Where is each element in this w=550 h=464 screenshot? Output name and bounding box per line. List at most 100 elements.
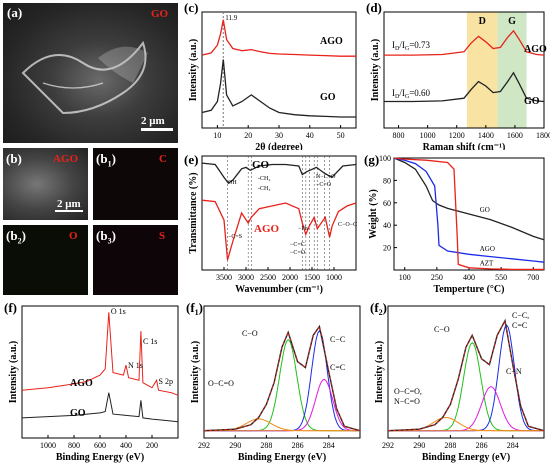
sem-tag-go: GO (151, 8, 169, 20)
eds-map-s: (b3) S (93, 225, 178, 295)
x-tick-label: 292 (198, 441, 210, 450)
eds-tag-o: O (69, 230, 78, 242)
band-label-D: D (479, 16, 486, 27)
component-label: C−O (242, 329, 258, 338)
plot-frame (203, 305, 361, 439)
band-G (497, 12, 527, 128)
x-tick-label: 3000 (238, 273, 254, 282)
x-tick-label: 100 (399, 273, 411, 282)
panel-label-b3: (b3) (96, 228, 116, 246)
x-tick-label: 250 (431, 273, 443, 282)
x-axis-label: Temperture (°C) (434, 284, 505, 295)
component-label: O−C=O, (394, 387, 422, 396)
band-annotation: −Ph (298, 226, 308, 232)
band-annotation: N−C=O (316, 174, 336, 180)
series-go-line (21, 392, 179, 423)
chart-xps-c1s-go: 292 290 288 286 284 Binding Energy (eV) Intens… (186, 300, 361, 463)
panel-label: (c) (184, 0, 198, 15)
plot-frame (21, 305, 179, 439)
series-go-line (201, 59, 356, 118)
chart-xps-c1s-ago: 292 290 288 286 284 Binding Energy (eV) Intens… (370, 300, 545, 463)
x-tick-label: 286 (292, 441, 304, 450)
y-axis-label: Intensity (a.u.) (188, 39, 199, 102)
x-axis-label: Binding Energy (eV) (238, 452, 326, 463)
scale-text-b: 2 μm (57, 198, 81, 210)
band-annotation: -CH₃ (258, 186, 270, 192)
component-label: C=C (512, 321, 527, 330)
series-go-line (384, 71, 545, 103)
eds-map-o: (b2) O (3, 225, 88, 295)
x-tick-label: 288 (444, 441, 456, 450)
series-label-go: GO (252, 159, 270, 171)
panel-label-b: (b) (6, 151, 22, 166)
series-label-ago: AGO (524, 44, 547, 55)
component-label: C−O (434, 325, 450, 334)
x-axis-label: 2θ (degree) (255, 142, 303, 150)
x-tick-label: 1400 (478, 131, 494, 140)
x-tick-label: 600 (94, 441, 106, 450)
x-tick-label: 10 (213, 131, 221, 140)
series-ago-line (384, 29, 545, 56)
x-tick-label: 1200 (449, 131, 465, 140)
panel-label: (f2) (370, 300, 387, 317)
x-tick-label: 1600 (507, 131, 523, 140)
chart-xrd: 10 20 30 40 50 2θ (degree) Intensity (a.u.) 11.… (184, 0, 357, 150)
y-axis-label: Intensity (a.u.) (190, 341, 201, 404)
x-axis-label: Binding Energy (eV) (422, 452, 510, 463)
panel-label: (g) (364, 152, 379, 167)
peak-label: S 2p (159, 377, 173, 386)
series-ago-line (21, 312, 179, 396)
x-tick-label: 1800 (536, 131, 550, 140)
band-annotation: −C=S (228, 234, 242, 240)
x-axis-label: Wavenumber (cm⁻¹) (235, 284, 323, 295)
component-label: N−C=O (394, 397, 420, 406)
panel-label-b1: (b1) (96, 151, 116, 169)
x-tick-label: 200 (146, 441, 158, 450)
scale-bar-a (141, 128, 173, 131)
series-label-go: GO (320, 92, 336, 103)
series-label-ago: AGO (480, 245, 495, 253)
chart-tga: 100 250 400 550 700 20 40 60 80 100 Temperture (°C… (364, 152, 545, 295)
band-D (466, 12, 498, 128)
x-axis-label: Raman shift (cm⁻¹) (423, 142, 506, 150)
peak-label: N 1s (128, 361, 143, 370)
chart-raman: D G 800 1000 1200 1400 1600 1800 Raman shift (cm… (366, 0, 550, 150)
series-ago-line (201, 199, 357, 261)
x-tick-label: 2500 (260, 273, 276, 282)
band-annotation: −C=O (290, 250, 306, 256)
x-tick-label: 800 (393, 131, 405, 140)
series-azt-line (393, 157, 544, 271)
x-tick-label: 40 (306, 131, 314, 140)
x-tick-label: 50 (337, 131, 345, 140)
band-label-G: G (508, 16, 516, 27)
x-tick-label: 1000 (40, 441, 56, 450)
x-tick-label: 284 (507, 441, 519, 450)
y-axis-label: Transmittance (%) (188, 172, 199, 253)
series-ago-line (201, 19, 356, 57)
band-annotation: OH (228, 180, 237, 186)
id-ig-ratio: ID/IG=0.73 (392, 40, 431, 52)
peak-label: O 1s (111, 307, 126, 316)
x-tick-label: 400 (463, 273, 475, 282)
y-tick-label: 100 (379, 154, 391, 163)
peak-annotation: 11.9 (225, 14, 237, 22)
series-ago-line (393, 157, 545, 263)
x-tick-label: 30 (275, 131, 283, 140)
component-label: C−C, (512, 311, 529, 320)
x-tick-label: 292 (382, 441, 394, 450)
panel-label-b2: (b2) (6, 228, 26, 246)
y-tick-label: 40 (383, 221, 391, 230)
scale-text-a: 2 μm (141, 115, 165, 127)
sem-tag-ago: AGO (53, 153, 79, 165)
sem-flake-drawing (21, 40, 148, 115)
fit-sum-line (203, 325, 361, 432)
component-label: C−C (330, 335, 345, 344)
x-tick-label: 550 (495, 273, 507, 282)
x-tick-label: 286 (476, 441, 488, 450)
panel-label: (d) (366, 0, 382, 15)
panel-label: (f1) (186, 300, 203, 317)
x-tick-label: 700 (527, 273, 539, 282)
y-tick-label: 20 (383, 244, 391, 253)
